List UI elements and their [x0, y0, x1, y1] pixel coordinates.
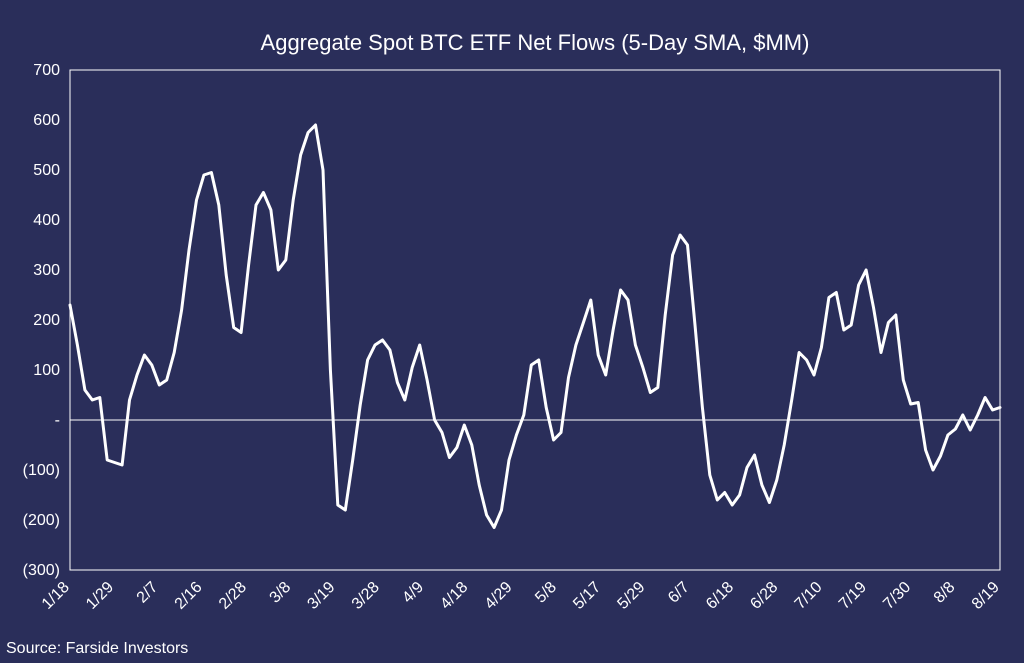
y-tick-label: 400: [33, 212, 60, 229]
chart-svg: Aggregate Spot BTC ETF Net Flows (5-Day …: [0, 0, 1024, 663]
y-tick-label: (300): [23, 562, 60, 579]
y-tick-label: 700: [33, 62, 60, 79]
chart-container: Aggregate Spot BTC ETF Net Flows (5-Day …: [0, 0, 1024, 663]
chart-title: Aggregate Spot BTC ETF Net Flows (5-Day …: [261, 30, 810, 55]
y-tick-label: -: [55, 412, 60, 429]
chart-footer: Source: Farside Investors: [6, 640, 188, 657]
y-tick-label: 100: [33, 362, 60, 379]
y-tick-label: (100): [23, 462, 60, 479]
y-tick-label: (200): [23, 512, 60, 529]
y-tick-label: 300: [33, 262, 60, 279]
y-tick-label: 200: [33, 312, 60, 329]
chart-background: [0, 0, 1024, 663]
y-tick-label: 600: [33, 112, 60, 129]
y-tick-label: 500: [33, 162, 60, 179]
